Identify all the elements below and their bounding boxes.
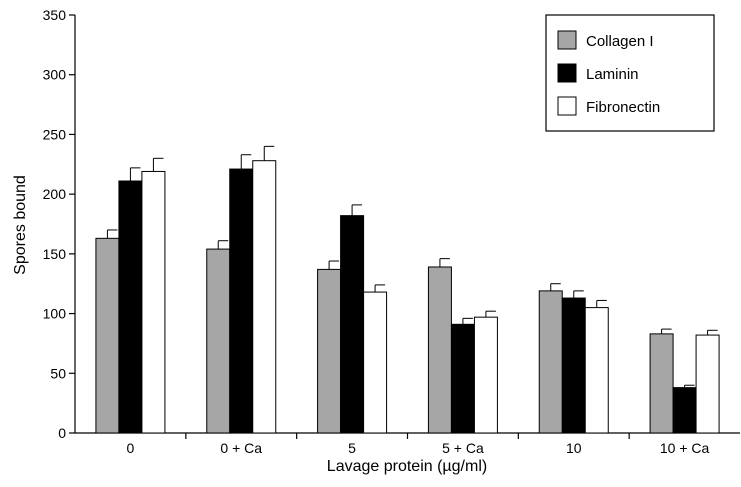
y-tick-label: 0	[58, 425, 66, 441]
bar	[206, 248, 231, 434]
bar	[538, 290, 563, 434]
bar	[450, 323, 475, 434]
bar	[672, 387, 697, 434]
bar	[95, 237, 120, 434]
y-tick-label: 300	[43, 67, 67, 83]
x-tick-label: 0 + Ca	[220, 440, 262, 456]
bar	[427, 266, 452, 434]
axes: 0 50 100 150 200 250 300 350 0 0 + Ca 5 5 + Ca 10 10 …	[43, 7, 740, 456]
bar	[584, 307, 609, 434]
legend-label: Fibronectin	[586, 99, 660, 116]
x-axis-label: Lavage protein (µg/ml)	[327, 458, 487, 475]
x-tick-label: 5	[348, 440, 356, 456]
bar	[118, 180, 143, 434]
bar	[340, 215, 365, 434]
legend-label: Laminin	[586, 66, 639, 83]
bar	[363, 291, 388, 434]
legend: Collagen I Laminin Fibronectin	[545, 14, 715, 132]
bar	[473, 316, 498, 434]
y-tick-label: 50	[50, 365, 66, 381]
x-tick-label: 10	[566, 440, 582, 456]
y-tick-label: 350	[43, 7, 67, 23]
x-tick-label: 5 + Ca	[442, 440, 484, 456]
x-tick-label: 10 + Ca	[660, 440, 710, 456]
bars	[95, 145, 720, 434]
legend-swatch	[557, 30, 577, 50]
bar	[695, 334, 720, 434]
y-tick-label: 100	[43, 306, 67, 322]
y-tick-label: 250	[43, 126, 67, 142]
x-tick-label: 0	[127, 440, 135, 456]
bar	[561, 297, 586, 434]
legend-label: Collagen I	[586, 33, 654, 50]
bar	[141, 170, 166, 434]
bar	[317, 268, 342, 434]
bar	[649, 333, 674, 434]
legend-swatch	[557, 63, 577, 83]
y-axis-label: Spores bound	[12, 175, 29, 275]
bar	[229, 168, 254, 434]
y-tick-label: 150	[43, 246, 67, 262]
y-tick-label: 200	[43, 186, 67, 202]
bar	[252, 160, 277, 434]
legend-swatch	[557, 96, 577, 116]
